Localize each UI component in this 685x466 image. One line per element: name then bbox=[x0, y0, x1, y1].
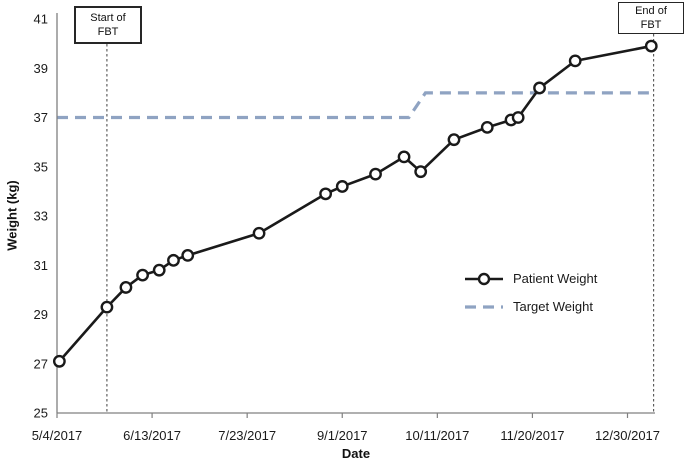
x-tick-label: 6/13/2017 bbox=[123, 428, 181, 443]
y-tick-label: 27 bbox=[34, 356, 48, 371]
x-tick-label: 7/23/2017 bbox=[218, 428, 276, 443]
data-point-marker bbox=[397, 150, 411, 164]
x-tick-label: 5/4/2017 bbox=[32, 428, 83, 443]
data-point-marker bbox=[136, 268, 149, 282]
x-axis-title: Date bbox=[341, 446, 371, 461]
legend-item-patient: Patient Weight bbox=[464, 268, 597, 289]
y-tick-label: 31 bbox=[34, 258, 48, 273]
y-axis-title: Weight (kg) bbox=[4, 180, 20, 251]
data-point-marker bbox=[369, 167, 382, 181]
data-point-marker bbox=[319, 187, 333, 201]
data-point-marker bbox=[100, 300, 114, 314]
data-point-marker bbox=[335, 180, 349, 193]
legend-label-target: Target Weight bbox=[513, 299, 593, 314]
end-fbt-label-line2: FBT bbox=[640, 19, 662, 31]
y-tick-label: 25 bbox=[34, 406, 48, 421]
legend-label-patient: Patient Weight bbox=[513, 271, 598, 286]
target-weight-line bbox=[57, 91, 649, 120]
data-point-marker bbox=[52, 354, 66, 368]
patient-weight-legend-swatch bbox=[465, 272, 503, 285]
legend-item-target: Target Weight bbox=[464, 296, 597, 317]
target-weight-legend-swatch bbox=[465, 304, 503, 309]
data-point-marker bbox=[152, 263, 166, 277]
y-tick-label: 39 bbox=[34, 61, 48, 76]
y-tick-label: 41 bbox=[34, 12, 48, 27]
start-fbt-label-box: Start of FBT bbox=[74, 6, 142, 44]
legend: Patient Weight Target Weight bbox=[464, 268, 597, 317]
data-point-marker bbox=[511, 111, 525, 124]
x-tick-label: 9/1/2017 bbox=[317, 428, 368, 443]
data-point-marker bbox=[644, 39, 658, 53]
data-point-marker bbox=[252, 226, 266, 240]
start-fbt-label-line2: FBT bbox=[97, 26, 119, 38]
data-point-marker bbox=[447, 133, 461, 147]
data-point-marker bbox=[414, 165, 428, 179]
y-tick-label: 33 bbox=[34, 209, 48, 224]
x-tick-label: 12/30/2017 bbox=[595, 428, 660, 443]
data-point-marker bbox=[119, 281, 133, 294]
end-fbt-label-box: End of FBT bbox=[618, 2, 684, 34]
start-fbt-label-line1: Start of bbox=[90, 11, 126, 24]
y-tick-label: 29 bbox=[34, 307, 48, 322]
y-tick-label: 37 bbox=[34, 110, 48, 125]
data-point-marker bbox=[533, 81, 546, 95]
data-point-marker bbox=[568, 54, 582, 68]
end-fbt-label-line1: End of bbox=[635, 4, 667, 17]
x-tick-label: 10/11/2017 bbox=[405, 428, 469, 443]
y-tick-label: 35 bbox=[34, 159, 48, 174]
data-point-marker bbox=[181, 248, 195, 262]
x-tick-label: 11/20/2017 bbox=[500, 428, 564, 443]
data-point-marker bbox=[480, 120, 494, 134]
data-point-marker bbox=[167, 253, 180, 267]
